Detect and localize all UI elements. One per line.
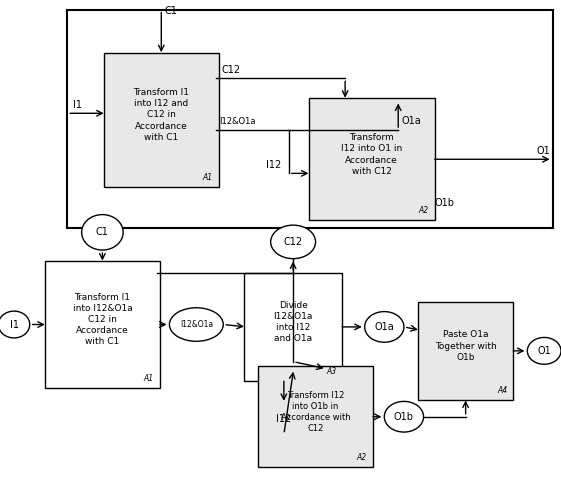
Text: I12: I12 [276, 414, 292, 424]
FancyBboxPatch shape [45, 261, 160, 388]
Ellipse shape [0, 311, 30, 338]
Ellipse shape [169, 308, 223, 342]
Text: Transform
I12 into O1 in
Accordance
with C12: Transform I12 into O1 in Accordance with… [341, 133, 402, 176]
Text: I12&O1a: I12&O1a [180, 320, 213, 329]
Text: C1: C1 [164, 6, 177, 16]
FancyBboxPatch shape [104, 53, 219, 187]
Ellipse shape [270, 225, 315, 259]
Text: A1: A1 [203, 172, 213, 182]
Text: A1: A1 [144, 374, 154, 383]
Ellipse shape [264, 404, 304, 434]
Text: A2: A2 [357, 453, 367, 462]
Text: Paste O1a
Together with
O1b: Paste O1a Together with O1b [435, 331, 496, 362]
FancyBboxPatch shape [67, 10, 553, 228]
Text: O1: O1 [537, 346, 551, 356]
Text: O1a: O1a [374, 322, 394, 332]
Text: A4: A4 [497, 386, 507, 395]
Text: A3: A3 [326, 366, 336, 376]
Text: O1b: O1b [435, 198, 455, 208]
FancyBboxPatch shape [258, 366, 373, 467]
Text: C12: C12 [222, 65, 241, 75]
Ellipse shape [81, 215, 123, 250]
Text: O1b: O1b [394, 412, 414, 422]
FancyBboxPatch shape [418, 302, 513, 400]
Ellipse shape [365, 312, 404, 342]
FancyBboxPatch shape [309, 98, 435, 220]
Ellipse shape [384, 401, 424, 432]
Text: Transform I1
into I12 and
C12 in
Accordance
with C1: Transform I1 into I12 and C12 in Accorda… [134, 88, 189, 142]
Text: A2: A2 [419, 206, 429, 215]
Text: Divide
I12&O1a
into I12
and O1a: Divide I12&O1a into I12 and O1a [273, 301, 313, 343]
Text: C12: C12 [283, 237, 303, 247]
Text: I1: I1 [10, 319, 19, 330]
Text: O1: O1 [536, 146, 550, 156]
Text: I1: I1 [73, 100, 82, 110]
FancyBboxPatch shape [244, 273, 342, 381]
Text: Transform I12
into O1b in
Accordance with
C12: Transform I12 into O1b in Accordance wit… [280, 391, 351, 433]
Text: I12: I12 [266, 160, 282, 170]
Text: I12&O1a: I12&O1a [219, 117, 255, 126]
Text: O1a: O1a [401, 116, 421, 126]
Text: Transform I1
into I12&O1a
C12 in
Accordance
with C1: Transform I1 into I12&O1a C12 in Accorda… [72, 293, 132, 346]
Text: C1: C1 [96, 228, 109, 237]
Ellipse shape [527, 337, 561, 364]
